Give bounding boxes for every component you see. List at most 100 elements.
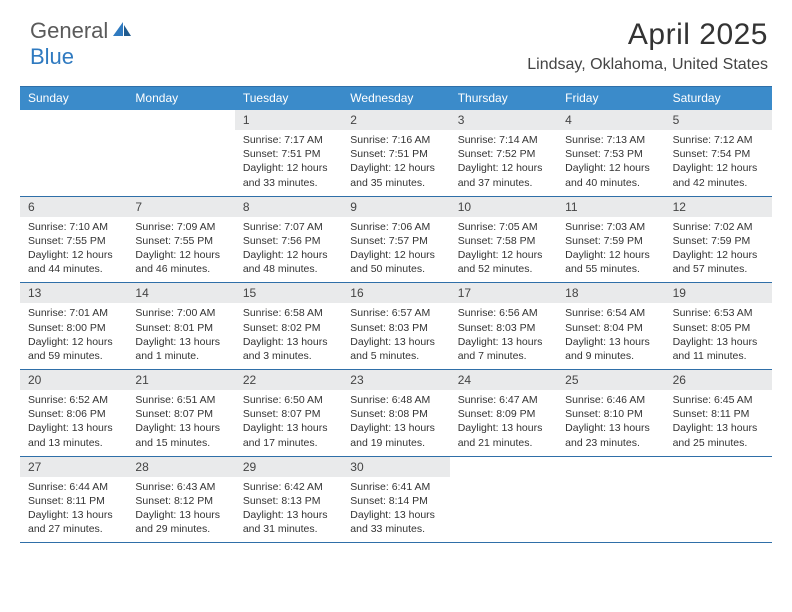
day-cell: 14Sunrise: 7:00 AMSunset: 8:01 PMDayligh… [127,283,234,369]
sunset-line: Sunset: 8:06 PM [28,407,119,421]
day-details: Sunrise: 6:42 AMSunset: 8:13 PMDaylight:… [235,477,342,543]
day-details: Sunrise: 7:13 AMSunset: 7:53 PMDaylight:… [557,130,664,196]
day-details: Sunrise: 6:45 AMSunset: 8:11 PMDaylight:… [665,390,772,456]
daylight-line: Daylight: 12 hours and 46 minutes. [135,248,226,276]
sunset-line: Sunset: 7:51 PM [243,147,334,161]
day-details: Sunrise: 7:12 AMSunset: 7:54 PMDaylight:… [665,130,772,196]
sunset-line: Sunset: 7:56 PM [243,234,334,248]
day-details: Sunrise: 7:09 AMSunset: 7:55 PMDaylight:… [127,217,234,283]
daylight-line: Daylight: 12 hours and 37 minutes. [458,161,549,189]
sunrise-line: Sunrise: 6:47 AM [458,393,549,407]
sunrise-line: Sunrise: 7:12 AM [673,133,764,147]
day-number: 15 [235,283,342,303]
sunrise-line: Sunrise: 6:44 AM [28,480,119,494]
sunrise-line: Sunrise: 6:57 AM [350,306,441,320]
sunrise-line: Sunrise: 7:00 AM [135,306,226,320]
week-row: 13Sunrise: 7:01 AMSunset: 8:00 PMDayligh… [20,283,772,370]
day-cell: 6Sunrise: 7:10 AMSunset: 7:55 PMDaylight… [20,197,127,283]
sunrise-line: Sunrise: 6:48 AM [350,393,441,407]
day-header-cell: Friday [557,87,664,110]
sunrise-line: Sunrise: 6:54 AM [565,306,656,320]
daylight-line: Daylight: 13 hours and 1 minute. [135,335,226,363]
day-number: 14 [127,283,234,303]
sunrise-line: Sunrise: 6:46 AM [565,393,656,407]
sunset-line: Sunset: 7:59 PM [673,234,764,248]
sunrise-line: Sunrise: 6:41 AM [350,480,441,494]
logo-text-blue: Blue [30,44,74,69]
daylight-line: Daylight: 13 hours and 23 minutes. [565,421,656,449]
day-header-row: SundayMondayTuesdayWednesdayThursdayFrid… [20,87,772,110]
daylight-line: Daylight: 12 hours and 48 minutes. [243,248,334,276]
day-cell: 1Sunrise: 7:17 AMSunset: 7:51 PMDaylight… [235,110,342,196]
day-number: 24 [450,370,557,390]
day-number: 26 [665,370,772,390]
sunrise-line: Sunrise: 6:52 AM [28,393,119,407]
day-number: 6 [20,197,127,217]
day-number: 18 [557,283,664,303]
sunrise-line: Sunrise: 7:02 AM [673,220,764,234]
sunset-line: Sunset: 8:04 PM [565,321,656,335]
sunrise-line: Sunrise: 7:09 AM [135,220,226,234]
daylight-line: Daylight: 13 hours and 27 minutes. [28,508,119,536]
empty-cell [450,457,557,543]
sunset-line: Sunset: 8:00 PM [28,321,119,335]
daylight-line: Daylight: 12 hours and 42 minutes. [673,161,764,189]
day-header-cell: Sunday [20,87,127,110]
sunset-line: Sunset: 8:07 PM [135,407,226,421]
day-number: 22 [235,370,342,390]
day-details: Sunrise: 6:41 AMSunset: 8:14 PMDaylight:… [342,477,449,543]
sunrise-line: Sunrise: 6:45 AM [673,393,764,407]
day-number: 5 [665,110,772,130]
day-number: 10 [450,197,557,217]
day-cell: 11Sunrise: 7:03 AMSunset: 7:59 PMDayligh… [557,197,664,283]
sunrise-line: Sunrise: 7:03 AM [565,220,656,234]
day-cell: 24Sunrise: 6:47 AMSunset: 8:09 PMDayligh… [450,370,557,456]
day-cell: 2Sunrise: 7:16 AMSunset: 7:51 PMDaylight… [342,110,449,196]
daylight-line: Daylight: 13 hours and 11 minutes. [673,335,764,363]
day-details: Sunrise: 7:05 AMSunset: 7:58 PMDaylight:… [450,217,557,283]
daylight-line: Daylight: 13 hours and 29 minutes. [135,508,226,536]
day-number: 27 [20,457,127,477]
day-details: Sunrise: 6:51 AMSunset: 8:07 PMDaylight:… [127,390,234,456]
sunset-line: Sunset: 7:55 PM [135,234,226,248]
sunset-line: Sunset: 7:52 PM [458,147,549,161]
day-number: 23 [342,370,449,390]
day-number: 13 [20,283,127,303]
sunrise-line: Sunrise: 6:43 AM [135,480,226,494]
sunrise-line: Sunrise: 7:17 AM [243,133,334,147]
week-row: 27Sunrise: 6:44 AMSunset: 8:11 PMDayligh… [20,457,772,544]
day-cell: 21Sunrise: 6:51 AMSunset: 8:07 PMDayligh… [127,370,234,456]
sunrise-line: Sunrise: 6:42 AM [243,480,334,494]
daylight-line: Daylight: 12 hours and 52 minutes. [458,248,549,276]
sunset-line: Sunset: 8:01 PM [135,321,226,335]
sunrise-line: Sunrise: 7:10 AM [28,220,119,234]
sunset-line: Sunset: 7:55 PM [28,234,119,248]
day-cell: 20Sunrise: 6:52 AMSunset: 8:06 PMDayligh… [20,370,127,456]
day-cell: 8Sunrise: 7:07 AMSunset: 7:56 PMDaylight… [235,197,342,283]
day-details: Sunrise: 6:52 AMSunset: 8:06 PMDaylight:… [20,390,127,456]
day-number: 17 [450,283,557,303]
day-details: Sunrise: 7:00 AMSunset: 8:01 PMDaylight:… [127,303,234,369]
sunset-line: Sunset: 8:14 PM [350,494,441,508]
sunset-line: Sunset: 8:03 PM [458,321,549,335]
sunset-line: Sunset: 8:07 PM [243,407,334,421]
sunset-line: Sunset: 8:10 PM [565,407,656,421]
sunrise-line: Sunrise: 6:56 AM [458,306,549,320]
day-number: 29 [235,457,342,477]
day-cell: 4Sunrise: 7:13 AMSunset: 7:53 PMDaylight… [557,110,664,196]
day-cell: 28Sunrise: 6:43 AMSunset: 8:12 PMDayligh… [127,457,234,543]
daylight-line: Daylight: 13 hours and 33 minutes. [350,508,441,536]
title-block: April 2025 Lindsay, Oklahoma, United Sta… [527,18,768,74]
daylight-line: Daylight: 13 hours and 25 minutes. [673,421,764,449]
sunrise-line: Sunrise: 6:53 AM [673,306,764,320]
sunrise-line: Sunrise: 6:50 AM [243,393,334,407]
sunrise-line: Sunrise: 7:13 AM [565,133,656,147]
logo-text-general: General [30,18,108,44]
sunset-line: Sunset: 7:57 PM [350,234,441,248]
day-cell: 18Sunrise: 6:54 AMSunset: 8:04 PMDayligh… [557,283,664,369]
daylight-line: Daylight: 12 hours and 55 minutes. [565,248,656,276]
day-details: Sunrise: 6:53 AMSunset: 8:05 PMDaylight:… [665,303,772,369]
daylight-line: Daylight: 12 hours and 57 minutes. [673,248,764,276]
day-cell: 25Sunrise: 6:46 AMSunset: 8:10 PMDayligh… [557,370,664,456]
logo: General [30,18,135,44]
